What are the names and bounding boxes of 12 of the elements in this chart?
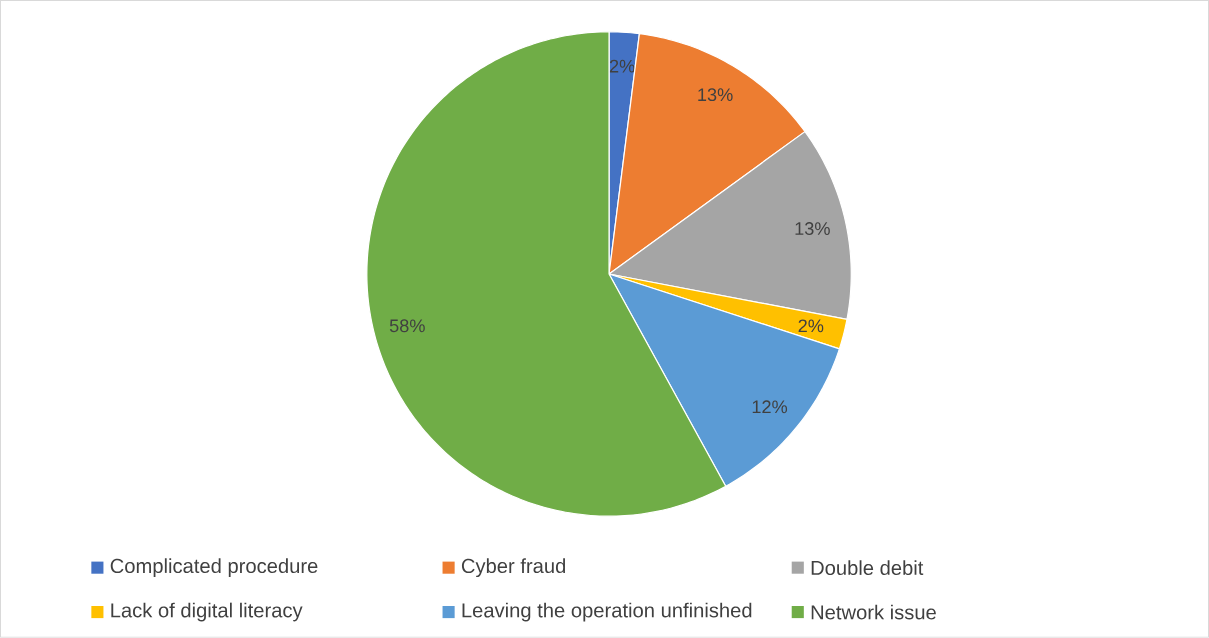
legend-label: Cyber fraud — [461, 558, 566, 578]
data-label: 2% — [798, 319, 824, 333]
legend-label: Double debit — [811, 560, 924, 576]
legend-label: Leaving the operation unfinished — [462, 602, 752, 622]
data-label: 12% — [752, 400, 788, 414]
legend-label: Lack of digital literacy — [111, 602, 303, 622]
legend-label: Complicated procedure — [110, 558, 318, 578]
data-label: 13% — [698, 88, 733, 102]
data-label: 58% — [389, 319, 425, 333]
data-label: 13% — [795, 222, 830, 236]
data-label: 2% — [609, 59, 635, 73]
legend-label: Network issue — [811, 604, 936, 620]
